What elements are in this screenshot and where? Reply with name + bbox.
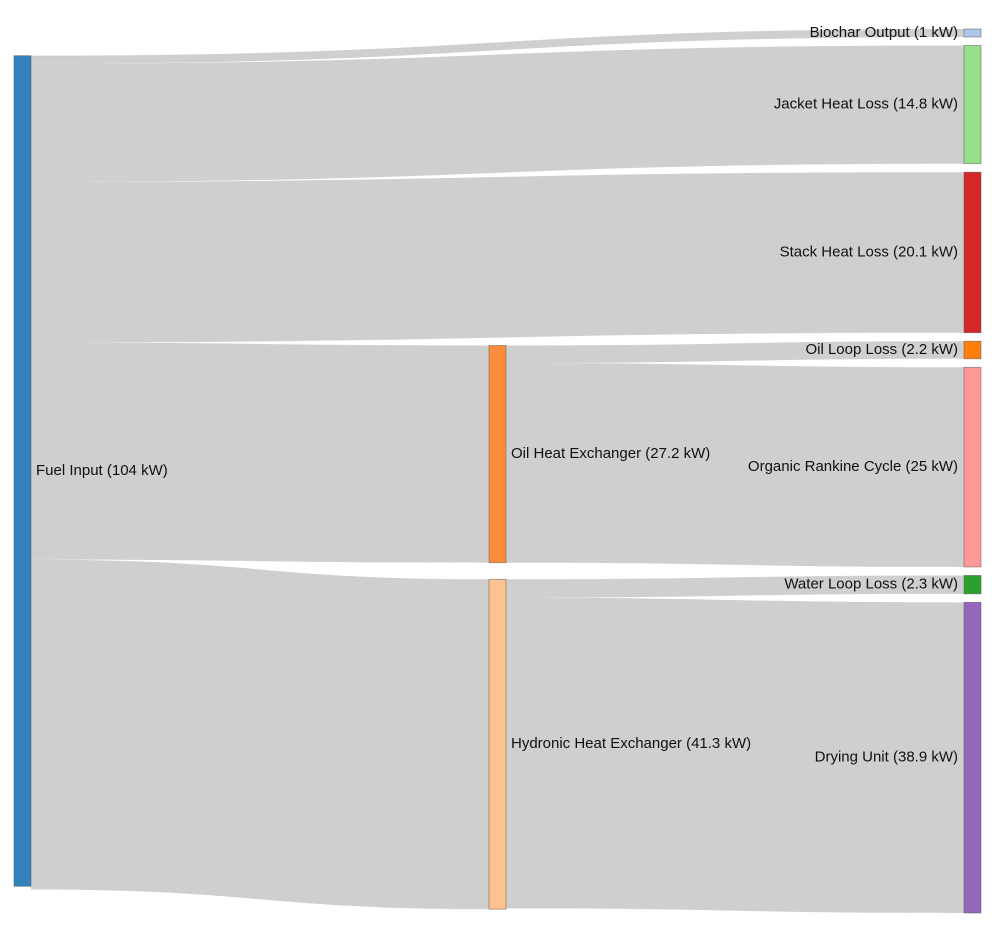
node	[963, 340, 982, 360]
link	[506, 363, 964, 567]
node-label: Oil Heat Exchanger (27.2 kW)	[511, 445, 710, 462]
node	[963, 366, 982, 568]
node	[963, 28, 982, 38]
node	[963, 171, 982, 334]
link	[31, 172, 964, 343]
node-label: Organic Rankine Cycle (25 kW)	[748, 458, 958, 475]
link	[31, 342, 489, 563]
node-label: Water Loop Loss (2.3 kW)	[784, 576, 958, 593]
node	[963, 45, 982, 165]
link	[31, 559, 489, 910]
node-label: Biochar Output (1 kW)	[810, 24, 958, 41]
link	[506, 341, 964, 364]
link	[506, 575, 964, 598]
link	[506, 597, 964, 913]
node	[963, 575, 982, 595]
node-label: Jacket Heat Loss (14.8 kW)	[774, 96, 958, 113]
node	[13, 55, 32, 887]
node-label: Stack Heat Loss (20.1 kW)	[780, 243, 958, 260]
node-label: Hydronic Heat Exchanger (41.3 kW)	[511, 735, 751, 752]
node	[963, 601, 982, 914]
node	[488, 578, 507, 910]
node-label: Drying Unit (38.9 kW)	[815, 749, 958, 766]
node	[488, 345, 507, 564]
node-label: Oil Loop Loss (2.2 kW)	[805, 341, 958, 358]
link	[31, 29, 964, 64]
link	[31, 45, 964, 182]
node-label: Fuel Input (104 kW)	[36, 462, 168, 479]
